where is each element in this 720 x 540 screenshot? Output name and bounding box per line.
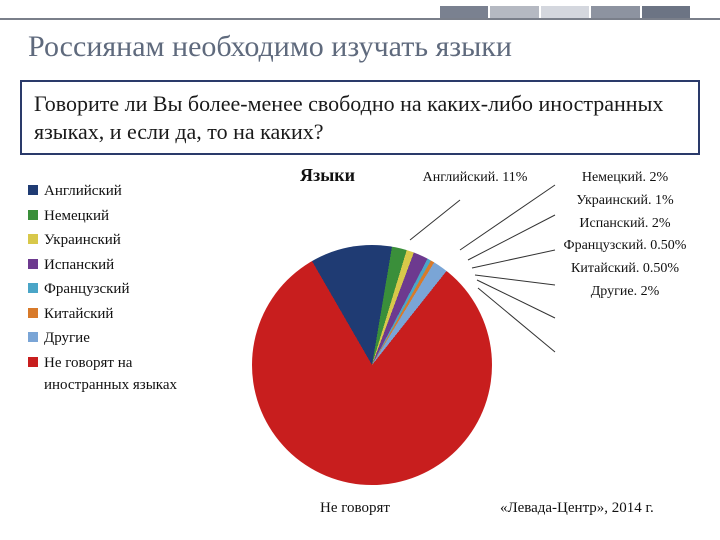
chart-title: Языки [300,165,355,186]
callouts-right: Немецкий. 2% Украинский. 1% Испанский. 2… [540,170,710,307]
legend-swatch [28,332,38,342]
legend-swatch [28,259,38,269]
bar-seg [490,6,538,18]
callout-nemetsky: Немецкий. 2% [540,170,710,187]
legend-row: Украинский [28,229,204,252]
legend-label: Китайский [44,303,113,326]
legend-swatch [28,357,38,367]
legend-swatch [28,308,38,318]
source-citation: «Левада-Центр», 2014 г. [500,500,654,517]
legend-label: Испанский [44,254,114,277]
legend-swatch [28,185,38,195]
pie-disk [252,245,492,485]
bar-seg [440,6,488,18]
legend-label: Другие [44,327,90,350]
legend-label: Английский [44,180,122,203]
legend-row: Английский [28,180,204,203]
callout-kitaysky: Китайский. 0.50% [540,261,710,278]
legend-label: Немецкий [44,205,109,228]
callout-drugie: Другие. 2% [540,284,710,301]
legend-label: Украинский [44,229,121,252]
callout-english: Английский. 11% [420,170,530,187]
callout-ispansky: Испанский. 2% [540,216,710,233]
legend-row: Французский [28,278,204,301]
bar-seg [642,6,690,18]
chart-legend: АнглийскийНемецкийУкраинскийИспанскийФра… [28,180,204,399]
question-text: Говорите ли Вы более-менее свободно на к… [34,91,663,144]
legend-label: Французский [44,278,130,301]
legend-label: Не говорят на иностранных языках [44,352,204,397]
header-decorative-bars [440,6,690,18]
legend-row: Испанский [28,254,204,277]
legend-swatch [28,210,38,220]
pie-chart [230,215,530,515]
legend-row: Немецкий [28,205,204,228]
legend-row: Другие [28,327,204,350]
callout-ukrainsky: Украинский. 1% [540,193,710,210]
bar-seg [541,6,589,18]
legend-row: Не говорят на иностранных языках [28,352,204,397]
legend-swatch [28,283,38,293]
legend-swatch [28,234,38,244]
legend-row: Китайский [28,303,204,326]
header-rule [0,18,720,20]
question-box: Говорите ли Вы более-менее свободно на к… [20,80,700,155]
bar-seg [591,6,639,18]
slide-title: Россиянам необходимо изучать языки [28,30,692,64]
callout-ne-govoryat: Не говорят [320,500,390,517]
callout-frantsuzsky: Французский. 0.50% [540,238,710,255]
